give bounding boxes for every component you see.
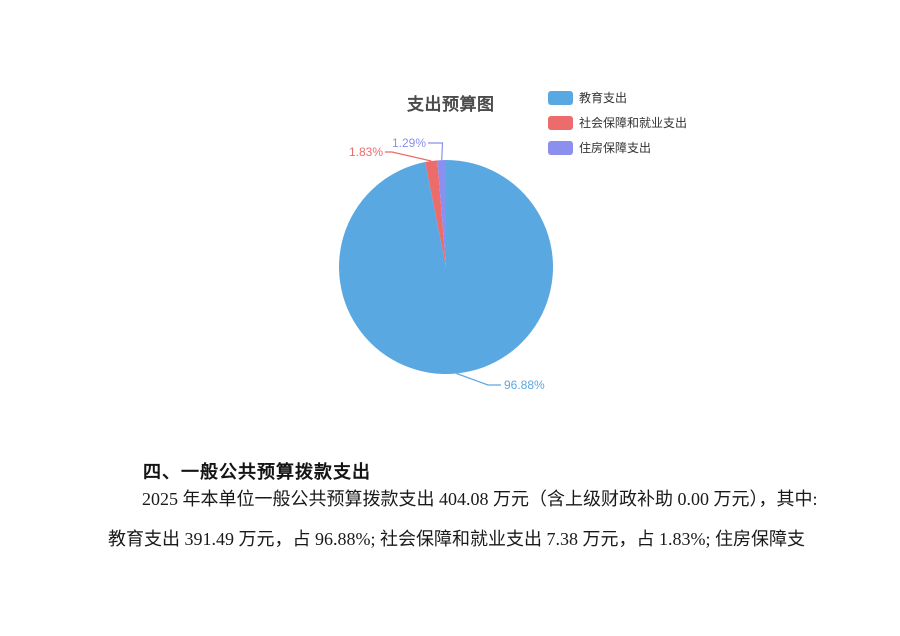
legend-item-education[interactable]: 教育支出: [548, 89, 687, 106]
chart-title: 支出预算图: [407, 95, 495, 114]
legend-label: 社会保障和就业支出: [579, 116, 688, 130]
legend-swatch-icon: [548, 90, 573, 105]
pie-slice-education[interactable]: [339, 160, 554, 374]
paragraph-line-1: 2025 年本单位一般公共预算拨款支出 404.08 万元（含上级财政补助 0.…: [142, 489, 818, 509]
legend-label: 教育支出: [579, 91, 628, 105]
section-heading: 四、一般公共预算拨款支出: [143, 462, 371, 482]
chart-legend: 教育支出 社会保障和就业支出 住房保障支出: [548, 89, 687, 156]
paragraph-line-2: 教育支出 391.49 万元，占 96.88%; 社会保障和就业支出 7.38 …: [108, 529, 805, 549]
expenditure-pie-chart: 1.83% 1.29% 96.88%: [339, 136, 554, 392]
leader-line-education: [456, 372, 501, 386]
legend-swatch-icon: [548, 115, 573, 130]
pie-label-education: 96.88%: [504, 378, 545, 392]
leader-line-housing: [428, 142, 444, 161]
legend-swatch-icon: [548, 140, 573, 155]
legend-item-social-security[interactable]: 社会保障和就业支出: [548, 114, 687, 131]
legend-item-housing[interactable]: 住房保障支出: [548, 139, 687, 156]
pie-slice-housing[interactable]: [437, 160, 446, 267]
pie-label-housing: 1.29%: [392, 136, 426, 150]
pie-slice-social-security[interactable]: [425, 160, 446, 267]
pie-label-social-security: 1.83%: [349, 145, 383, 159]
legend-label: 住房保障支出: [579, 141, 652, 155]
leader-line-social-security: [385, 151, 432, 162]
